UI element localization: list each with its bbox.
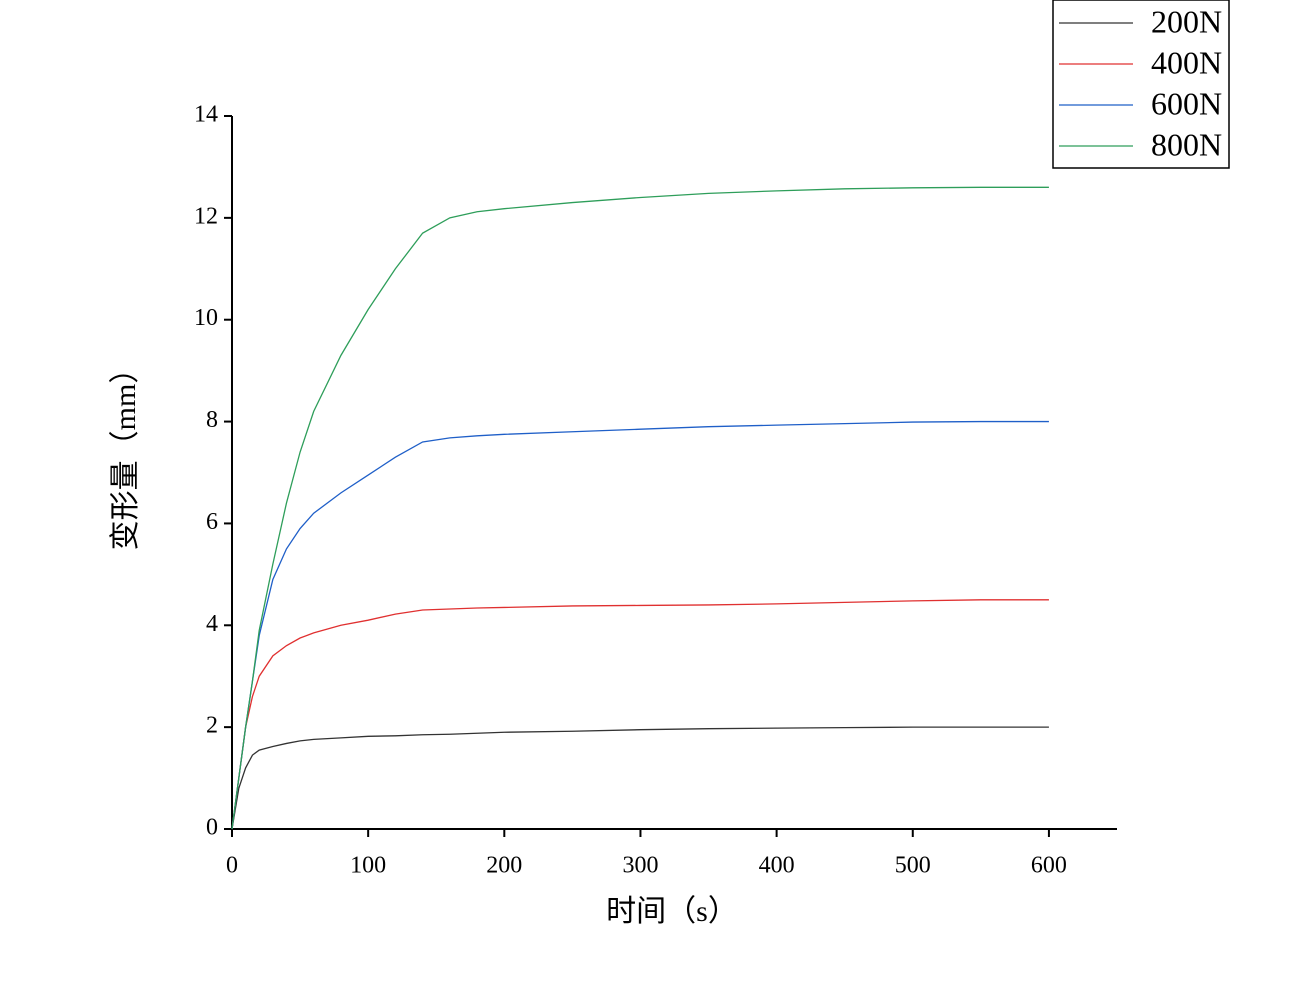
x-tick-label: 100 xyxy=(350,853,386,879)
y-tick-label: 6 xyxy=(206,509,218,535)
series-line xyxy=(231,599,1049,830)
y-tick-label: 2 xyxy=(206,713,218,739)
x-tick-label: 500 xyxy=(895,853,931,879)
legend-box xyxy=(1052,0,1230,169)
series-line xyxy=(231,726,1049,830)
legend-label: 800N xyxy=(1151,126,1222,162)
y-tick-label: 10 xyxy=(194,305,218,331)
y-tick-label: 4 xyxy=(206,611,218,637)
series-line xyxy=(231,186,1049,830)
y-tick-label: 0 xyxy=(206,815,218,841)
legend-label: 400N xyxy=(1151,44,1222,80)
x-tick-label: 600 xyxy=(1031,853,1067,879)
legend-label: 200N xyxy=(1151,3,1222,39)
y-tick-label: 12 xyxy=(194,203,218,229)
x-tick-label: 300 xyxy=(622,853,658,879)
series-line xyxy=(231,420,1049,830)
legend-label: 600N xyxy=(1151,85,1222,121)
x-tick-label: 400 xyxy=(759,853,795,879)
x-axis-label: 时间（s） xyxy=(606,895,738,928)
y-axis-label: 变形量（mm） xyxy=(109,354,142,551)
x-tick-label: 0 xyxy=(226,853,238,879)
y-tick-label: 8 xyxy=(206,407,218,433)
x-tick-label: 200 xyxy=(486,853,522,879)
y-tick-label: 14 xyxy=(194,102,218,128)
